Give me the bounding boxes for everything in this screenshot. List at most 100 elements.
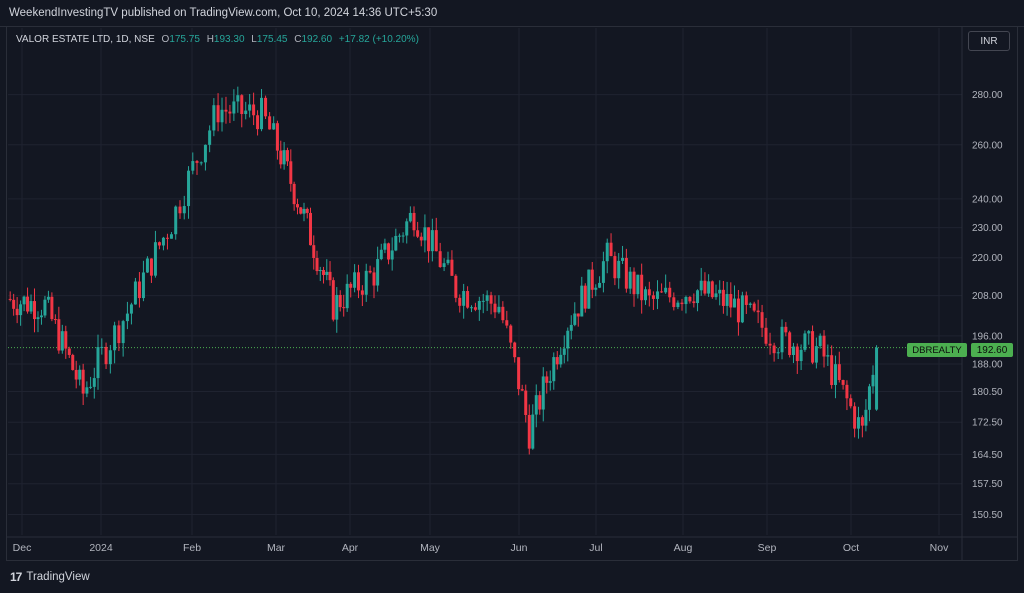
footer xyxy=(0,562,1024,593)
candle xyxy=(285,147,289,166)
candle xyxy=(419,232,423,247)
candle xyxy=(442,258,446,272)
y-tick-label: 157.50 xyxy=(972,479,1003,490)
candle xyxy=(598,276,602,289)
last-price-tag: 192.60 xyxy=(971,343,1013,357)
candle xyxy=(860,415,864,438)
candle xyxy=(632,267,636,307)
candle xyxy=(141,260,145,302)
candle xyxy=(784,322,788,337)
candle xyxy=(161,236,165,251)
candle xyxy=(133,277,137,305)
candle xyxy=(71,353,75,371)
candle xyxy=(462,283,466,319)
x-tick-label: Nov xyxy=(930,542,949,554)
candle xyxy=(664,274,668,294)
candle xyxy=(830,345,834,389)
candle xyxy=(867,383,871,422)
candle xyxy=(178,200,182,219)
candle xyxy=(524,384,528,423)
candle xyxy=(349,282,353,298)
candle xyxy=(305,207,309,219)
y-tick-label: 188.00 xyxy=(972,360,1003,371)
candle xyxy=(469,305,473,313)
candle xyxy=(212,98,216,137)
candle xyxy=(501,301,505,324)
candle xyxy=(768,332,772,355)
candle xyxy=(655,280,659,310)
candle xyxy=(149,258,153,283)
candle xyxy=(555,351,559,370)
candle xyxy=(788,330,792,358)
candle xyxy=(466,286,470,309)
candle xyxy=(849,394,853,409)
candle xyxy=(569,315,573,340)
candle xyxy=(752,301,756,313)
candle xyxy=(845,380,849,411)
published-text: WeekendInvestingTV published on TradingV… xyxy=(9,7,438,19)
candle xyxy=(562,335,566,364)
legend-low-label: L xyxy=(251,34,257,45)
candle xyxy=(505,310,509,329)
candle xyxy=(394,228,398,252)
candle xyxy=(397,233,401,243)
candle xyxy=(617,253,621,289)
candle xyxy=(248,93,252,118)
candle xyxy=(744,291,748,314)
candle xyxy=(157,241,161,250)
candle xyxy=(748,302,752,308)
candle xyxy=(780,319,784,360)
y-tick-label: 240.00 xyxy=(972,194,1003,205)
candle xyxy=(497,295,501,314)
candle xyxy=(174,205,178,240)
candle xyxy=(325,259,329,281)
candle xyxy=(309,207,313,246)
tradingview-brand-text: TradingView xyxy=(26,571,90,583)
candle xyxy=(264,95,268,120)
candle xyxy=(446,251,450,266)
candle xyxy=(601,251,605,293)
candle xyxy=(416,221,420,239)
currency-button[interactable]: INR xyxy=(968,31,1010,51)
candle xyxy=(680,298,684,311)
candle xyxy=(318,266,322,282)
candle xyxy=(573,302,577,327)
candle xyxy=(342,294,346,317)
candle xyxy=(401,232,405,243)
legend-symbol: VALOR ESTATE LTD, 1D, NSE xyxy=(16,34,155,45)
candle xyxy=(477,296,481,321)
candle xyxy=(493,295,497,319)
candle xyxy=(100,338,104,355)
candle xyxy=(513,341,517,363)
tradingview-logo[interactable]: 17 TradingView xyxy=(10,570,90,584)
candle xyxy=(580,276,584,317)
candle xyxy=(387,242,391,265)
candle xyxy=(613,251,617,286)
candle xyxy=(121,319,125,357)
candle xyxy=(643,286,647,305)
candle xyxy=(412,206,416,237)
candle xyxy=(26,287,30,314)
candle xyxy=(8,291,12,302)
candle xyxy=(81,363,85,406)
candle xyxy=(64,325,68,359)
candle xyxy=(275,120,279,160)
candle xyxy=(458,294,462,313)
candle xyxy=(795,343,799,374)
candle xyxy=(559,347,563,368)
candle xyxy=(272,116,276,130)
candle xyxy=(454,274,458,303)
chart-panel[interactable] xyxy=(6,26,1018,561)
x-tick-label: Jul xyxy=(589,542,602,554)
candle xyxy=(520,384,524,391)
candle xyxy=(545,371,549,394)
candle xyxy=(552,352,556,390)
y-tick-label: 180.50 xyxy=(972,387,1003,398)
candle xyxy=(672,292,676,311)
x-tick-label: Oct xyxy=(843,542,859,554)
candle xyxy=(187,166,191,219)
candle xyxy=(228,104,232,124)
y-tick-label: 260.00 xyxy=(972,140,1003,151)
candle xyxy=(729,282,733,318)
